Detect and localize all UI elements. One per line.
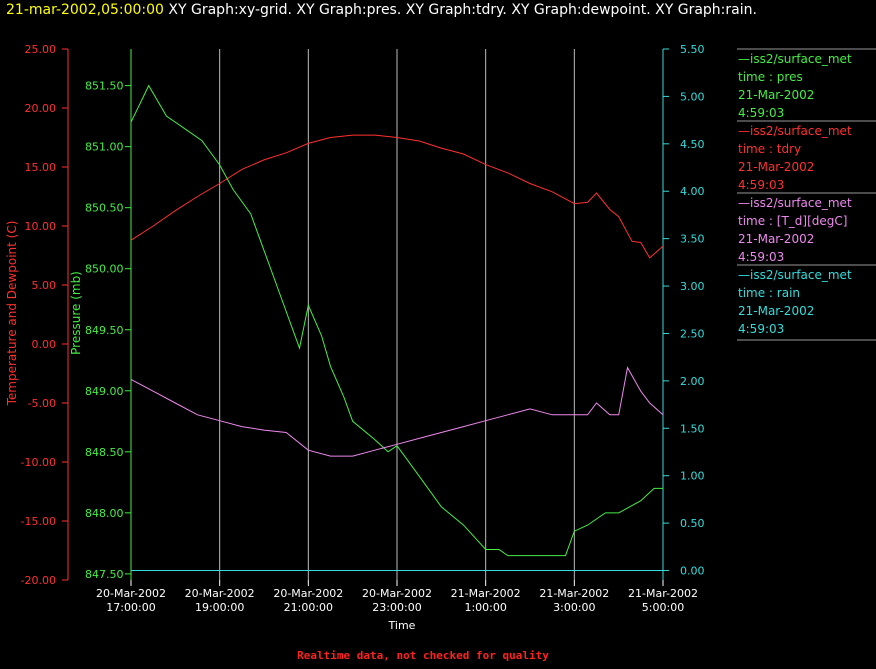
pres-axis-tick-label: 851.50 bbox=[85, 80, 124, 93]
legend-entry-text: —iss2/surface_met bbox=[738, 196, 852, 210]
quality-note: Realtime data, not checked for quality bbox=[297, 649, 549, 662]
temp-axis-tick-label: 25.00 bbox=[25, 43, 57, 56]
rain-axis-tick-label: 1.50 bbox=[680, 422, 705, 435]
legend-entry-text: 4:59:03 bbox=[738, 178, 784, 192]
pres-axis-tick-label: 850.00 bbox=[85, 263, 124, 276]
x-tick-label: 3:00:00 bbox=[553, 601, 595, 614]
series-pres bbox=[130, 84, 663, 557]
legend-entry-text: 4:59:03 bbox=[738, 322, 784, 336]
x-tick-label: 1:00:00 bbox=[464, 601, 506, 614]
grid-layer bbox=[130, 49, 664, 580]
legend-entry-text: 21-Mar-2002 bbox=[738, 160, 814, 174]
legend-entry-text: 4:59:03 bbox=[738, 250, 784, 264]
rain-axis-tick-label: 1.00 bbox=[680, 470, 705, 483]
temp-axis-tick-label: 5.00 bbox=[32, 279, 57, 292]
pres-axis-tick-label: 851.00 bbox=[85, 141, 124, 154]
x-axis-label: Time bbox=[388, 619, 416, 632]
temp-axis-tick-label: 20.00 bbox=[25, 102, 57, 115]
y-axis-label-temp: Temperature and Dewpoint (C) bbox=[5, 221, 19, 407]
rain-axis-tick-label: 2.50 bbox=[680, 327, 705, 340]
x-tick-label: 19:00:00 bbox=[195, 601, 244, 614]
legend-entry-text: —iss2/surface_met bbox=[738, 268, 852, 282]
axes-layer: 20-Mar-200217:00:0020-Mar-200219:00:0020… bbox=[21, 43, 705, 614]
x-tick-label: 21-Mar-2002 bbox=[628, 587, 698, 600]
rain-axis-tick-label: 3.00 bbox=[680, 280, 705, 293]
x-tick-label: 5:00:00 bbox=[642, 601, 684, 614]
rain-axis-tick-label: 4.50 bbox=[680, 138, 705, 151]
temp-axis-tick-label: -20.00 bbox=[21, 574, 56, 587]
header-timestamp: 21-mar-2002,05:00:00 bbox=[6, 2, 164, 18]
pres-axis-tick-label: 849.50 bbox=[85, 324, 124, 337]
x-tick-label: 20-Mar-2002 bbox=[273, 587, 343, 600]
legend-entry-text: —iss2/surface_met bbox=[738, 52, 852, 66]
pres-axis-tick-label: 848.50 bbox=[85, 446, 124, 459]
x-tick-label: 21-Mar-2002 bbox=[451, 587, 521, 600]
legend-entry-text: time : [T_d][degC] bbox=[738, 214, 847, 228]
rain-axis-tick-label: 3.50 bbox=[680, 233, 705, 246]
rain-axis-tick-label: 2.00 bbox=[680, 375, 705, 388]
x-tick-label: 20-Mar-2002 bbox=[96, 587, 166, 600]
x-tick-label: 21:00:00 bbox=[284, 601, 333, 614]
pres-axis-tick-label: 849.00 bbox=[85, 385, 124, 398]
x-tick-label: 17:00:00 bbox=[106, 601, 155, 614]
x-tick-label: 20-Mar-2002 bbox=[362, 587, 432, 600]
pres-axis-tick-label: 848.00 bbox=[85, 507, 124, 520]
rain-axis-tick-label: 5.50 bbox=[680, 43, 705, 56]
series-tdry bbox=[130, 134, 664, 259]
y-axis-label-pressure: Pressure (mb) bbox=[69, 271, 83, 355]
pres-axis-tick-label: 850.50 bbox=[85, 202, 124, 215]
legend-entry-text: 21-Mar-2002 bbox=[738, 232, 814, 246]
x-tick-label: 23:00:00 bbox=[372, 601, 421, 614]
temp-axis-tick-label: -5.00 bbox=[28, 397, 56, 410]
legend-entry-text: 4:59:03 bbox=[738, 106, 784, 120]
pres-axis-tick-label: 847.50 bbox=[85, 568, 124, 581]
header-graph-list: XY Graph:xy-grid. XY Graph:pres. XY Grap… bbox=[168, 2, 757, 18]
series-layer bbox=[130, 84, 664, 571]
rain-axis-tick-label: 4.00 bbox=[680, 185, 705, 198]
temp-axis-tick-label: 15.00 bbox=[25, 161, 57, 174]
rain-axis-tick-label: 0.00 bbox=[680, 565, 705, 578]
rain-axis-tick-label: 0.50 bbox=[680, 517, 705, 530]
legend-entry-text: time : rain bbox=[738, 286, 800, 300]
legend-entry-text: —iss2/surface_met bbox=[738, 124, 852, 138]
temp-axis-tick-label: 10.00 bbox=[25, 220, 57, 233]
legend-entry-text: 21-Mar-2002 bbox=[738, 88, 814, 102]
series-dewpoint bbox=[130, 366, 664, 457]
legend-entry-text: time : tdry bbox=[738, 142, 801, 156]
x-tick-label: 21-Mar-2002 bbox=[539, 587, 609, 600]
page-title: 21-mar-2002,05:00:00 XY Graph:xy-grid. X… bbox=[6, 2, 757, 18]
temp-axis-tick-label: -10.00 bbox=[21, 456, 56, 469]
legend-entry-text: 21-Mar-2002 bbox=[738, 304, 814, 318]
legend-entry-text: time : pres bbox=[738, 70, 803, 84]
rain-axis-tick-label: 5.00 bbox=[680, 90, 705, 103]
x-tick-label: 20-Mar-2002 bbox=[185, 587, 255, 600]
temp-axis-tick-label: 0.00 bbox=[32, 338, 57, 351]
temp-axis-tick-label: -15.00 bbox=[21, 515, 56, 528]
